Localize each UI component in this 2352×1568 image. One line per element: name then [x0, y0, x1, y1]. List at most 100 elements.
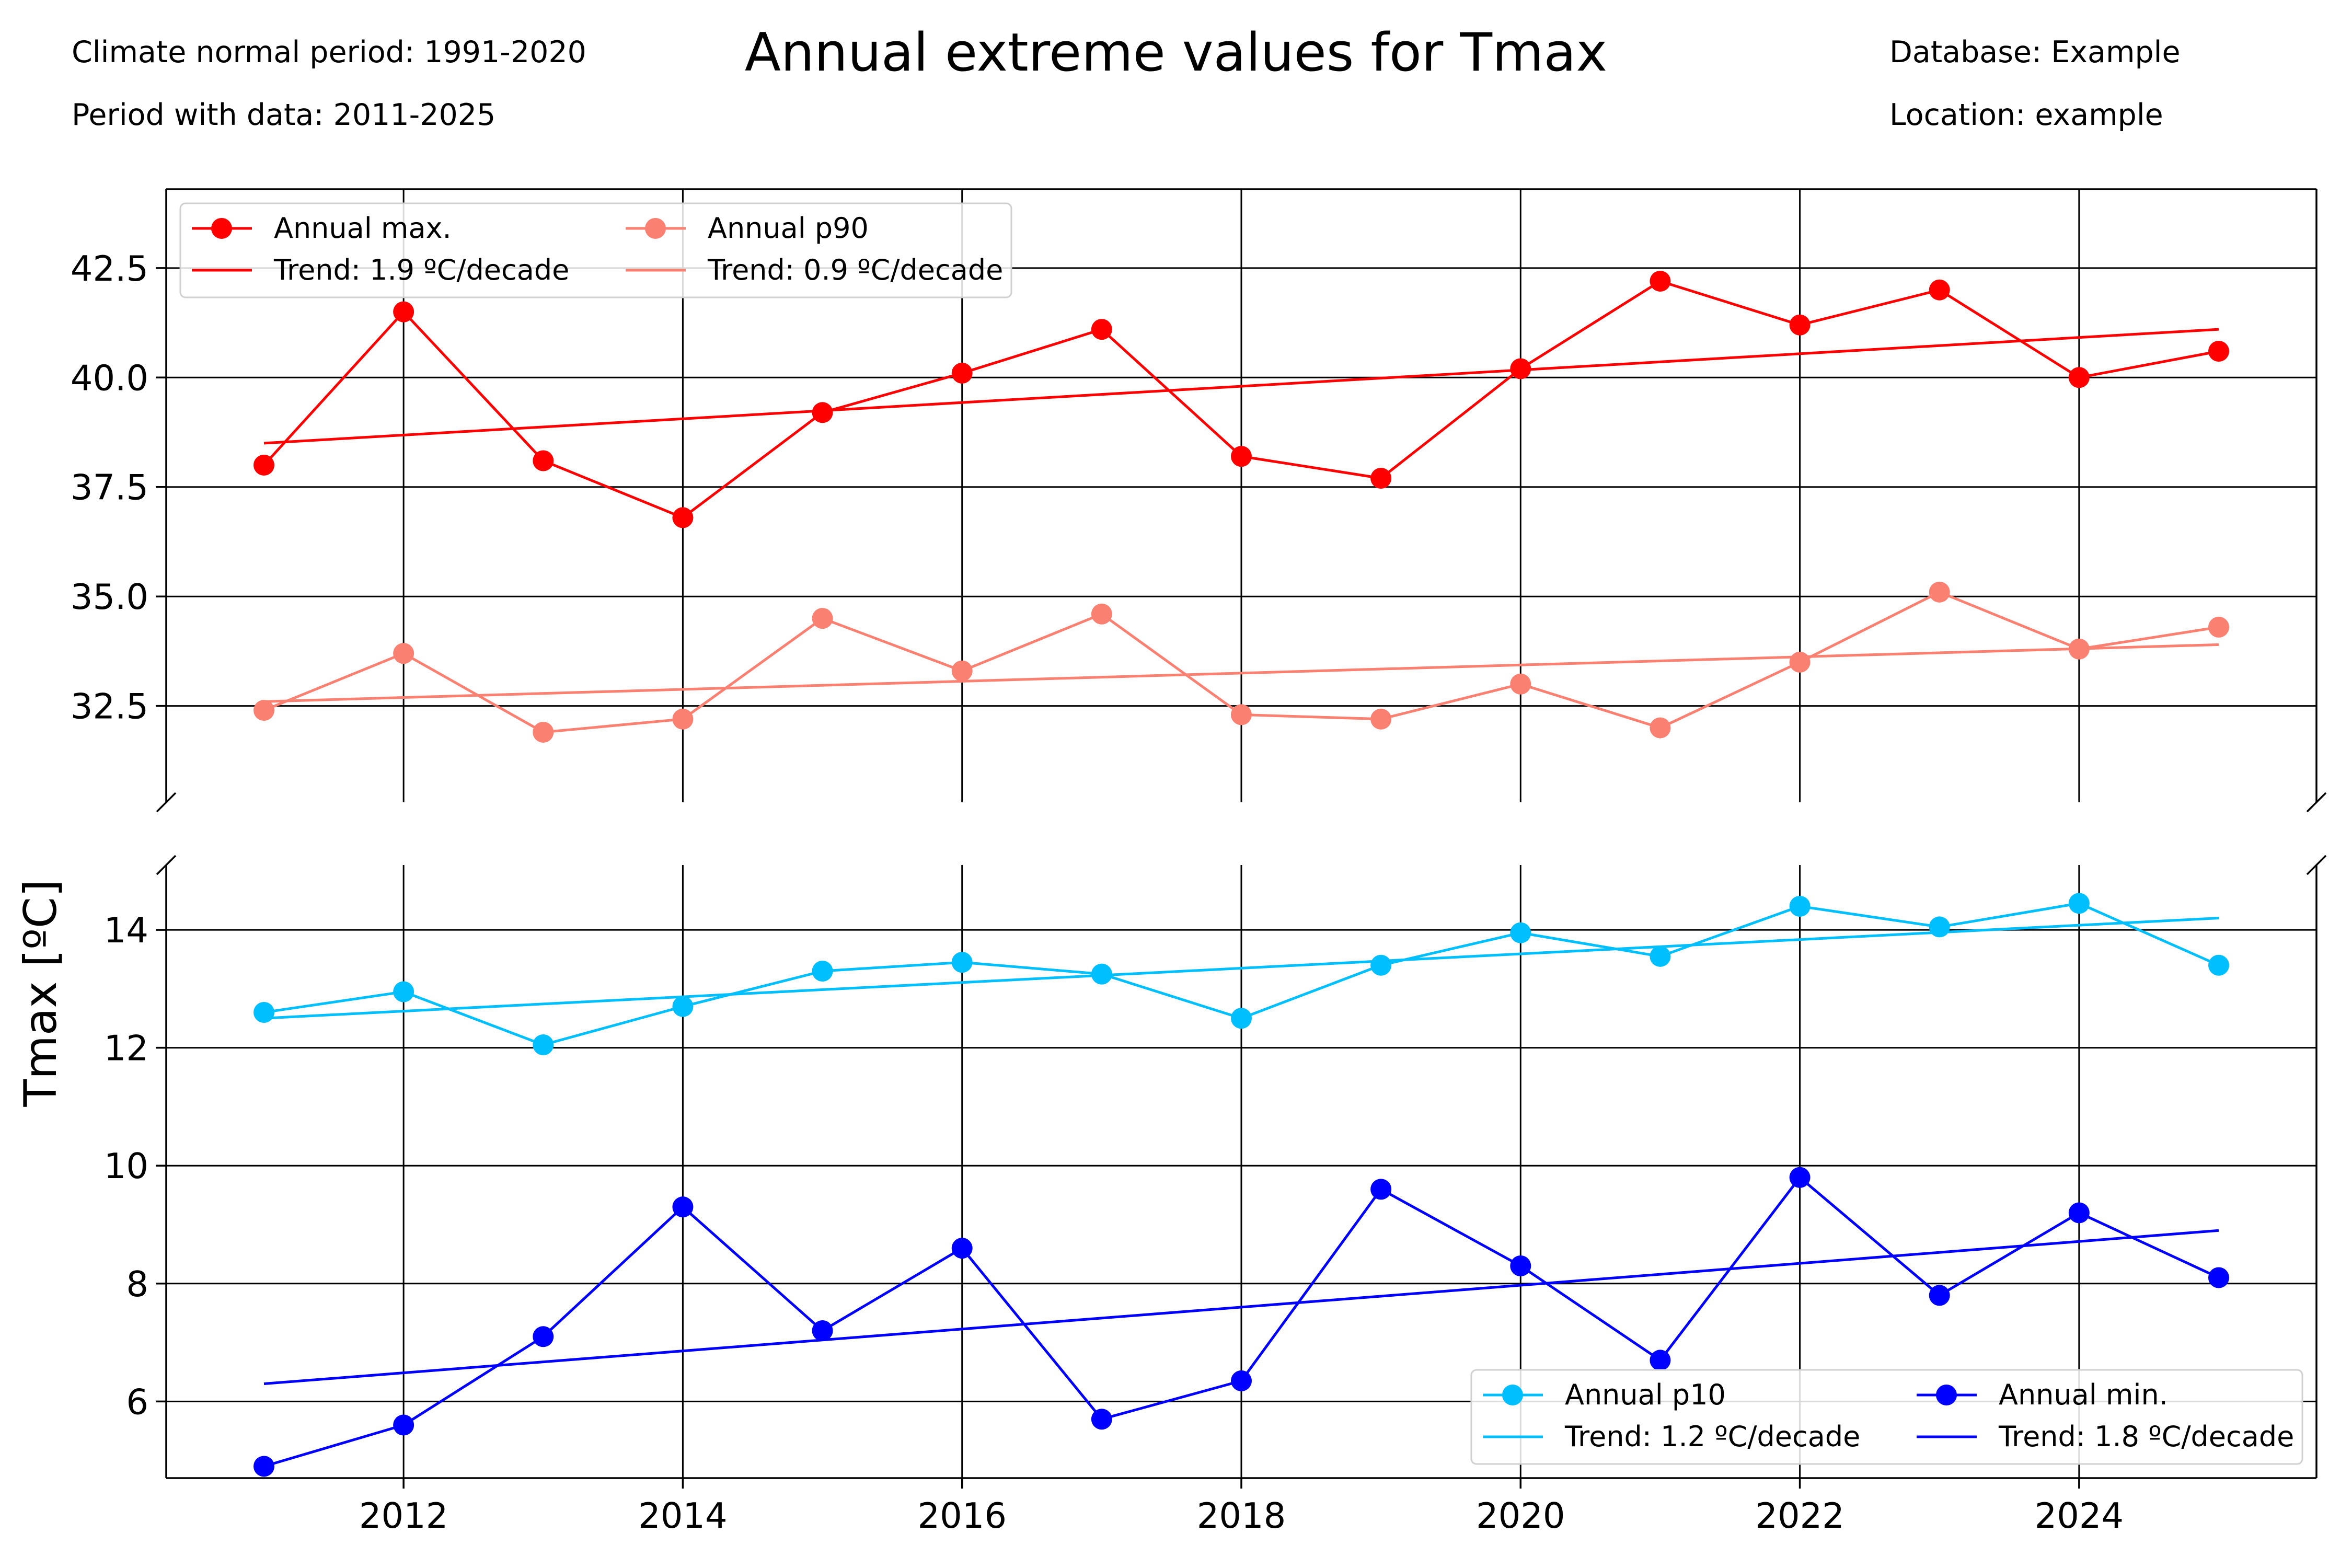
- database-label: Database: Example: [1889, 35, 2181, 70]
- data-point: [812, 1320, 833, 1342]
- series-annual-p90: [253, 581, 2229, 743]
- data-point: [2068, 1202, 2090, 1224]
- data-point: [1929, 279, 1950, 301]
- series-trend-0-9-c-decade: [263, 643, 2219, 703]
- y-tick-label: 40.0: [71, 358, 148, 398]
- y-tick-label: 12: [104, 1028, 148, 1069]
- data-point: [1650, 270, 1671, 292]
- data-point: [393, 643, 414, 664]
- legend-label: Trend: 0.9 ºC/decade: [707, 253, 1003, 286]
- legend-label: Trend: 1.9 ºC/decade: [273, 253, 569, 286]
- legend-label: Annual p90: [708, 212, 869, 245]
- y-tick-label: 8: [126, 1264, 148, 1305]
- data-point: [1789, 314, 1811, 336]
- data-point: [253, 1001, 274, 1023]
- data-point: [1231, 704, 1252, 725]
- axis-break-mark: [156, 855, 177, 875]
- legend-frame: [1470, 1369, 2303, 1465]
- data-point: [2208, 1267, 2229, 1288]
- data-point: [2208, 341, 2229, 362]
- y-tick-label: 10: [104, 1146, 148, 1186]
- x-tick-label: 2012: [359, 1495, 448, 1536]
- legend-item: Annual max.: [192, 212, 452, 245]
- data-point: [253, 454, 274, 476]
- data-point: [533, 450, 554, 471]
- data-point: [1510, 922, 1531, 943]
- trend-line: [263, 1229, 2219, 1386]
- trend-line: [263, 917, 2219, 1020]
- series-trend-1-2-c-decade: [263, 917, 2219, 1020]
- data-point: [1929, 1285, 1950, 1306]
- data-point: [672, 1196, 694, 1218]
- data-point: [1231, 446, 1252, 467]
- legend-marker-swatch: [211, 218, 232, 239]
- series-annual-max: [253, 270, 2229, 528]
- data-point: [1929, 581, 1950, 603]
- legend-label: Annual p10: [1565, 1378, 1726, 1411]
- data-point: [812, 402, 833, 423]
- data-point: [672, 708, 694, 730]
- legend-label: Trend: 1.8 ºC/decade: [1998, 1420, 2294, 1453]
- data-point: [2208, 954, 2229, 976]
- data-point: [1091, 1409, 1112, 1430]
- data-point: [1091, 319, 1112, 340]
- legend-item: Annual p90: [626, 212, 869, 245]
- data-point: [951, 952, 973, 973]
- data-point: [393, 981, 414, 1002]
- legend: Annual p10 Trend: 1.2 ºC/decade Annual min…: [1470, 1369, 2303, 1465]
- axis-break-mark: [2306, 792, 2327, 813]
- legend-marker-swatch: [1502, 1385, 1523, 1405]
- legend-frame: [179, 202, 1012, 298]
- data-point: [393, 301, 414, 322]
- trend-line: [263, 328, 2219, 445]
- y-tick-label: 37.5: [71, 467, 148, 508]
- data-point: [1091, 603, 1112, 625]
- data-point: [1231, 1008, 1252, 1029]
- data-point: [951, 1238, 973, 1259]
- data-point: [951, 362, 973, 384]
- data-point: [2068, 893, 2090, 914]
- legend-item: Annual p10: [1483, 1378, 1726, 1411]
- legend-item: Trend: 1.9 ºC/decade: [192, 253, 569, 286]
- series-trend-1-9-c-decade: [263, 328, 2219, 445]
- y-tick-label: 35.0: [71, 577, 148, 617]
- panel-2: 6 8 10 12 14 2012 2014 2016 2018 2020 2022 2024 Annu…: [104, 855, 2327, 1536]
- x-tick-label: 2016: [917, 1495, 1007, 1536]
- y-tick-label: 6: [126, 1381, 148, 1422]
- legend-label: Trend: 1.2 ºC/decade: [1564, 1420, 1860, 1453]
- panel-1: 32.5 35.0 37.5 40.0 42.5 Annual max. Trend: 1.…: [71, 188, 2327, 813]
- data-point: [1510, 1255, 1531, 1276]
- y-tick-label: 42.5: [71, 248, 148, 289]
- data-point: [1370, 1179, 1392, 1200]
- location-label: Location: example: [1889, 98, 2163, 132]
- data-point: [2068, 367, 2090, 388]
- data-point: [253, 1456, 274, 1477]
- data-point: [533, 1326, 554, 1347]
- y-tick-label: 32.5: [71, 686, 148, 727]
- data-point: [1370, 954, 1392, 976]
- data-point: [1370, 708, 1392, 730]
- data-point: [812, 608, 833, 629]
- data-point: [2208, 616, 2229, 638]
- data-point: [672, 507, 694, 528]
- data-point: [1789, 651, 1811, 673]
- data-point: [1789, 895, 1811, 917]
- legend-item: Trend: 0.9 ºC/decade: [626, 253, 1003, 286]
- trend-line: [263, 643, 2219, 703]
- legend-item: Trend: 1.2 ºC/decade: [1483, 1420, 1860, 1453]
- x-tick-label: 2014: [638, 1495, 728, 1536]
- data-point: [1510, 673, 1531, 695]
- x-tick-label: 2018: [1197, 1495, 1286, 1536]
- data-point: [1370, 467, 1392, 489]
- data-point: [1929, 916, 1950, 938]
- legend-label: Annual max.: [274, 212, 452, 245]
- data-point: [812, 961, 833, 982]
- data-point: [253, 700, 274, 721]
- axis-break-mark: [156, 792, 177, 813]
- x-tick-label: 2024: [2035, 1495, 2124, 1536]
- data-point: [533, 1034, 554, 1056]
- y-tick-label: 14: [104, 910, 148, 951]
- chart-title: Annual extreme values for Tmax: [744, 21, 1608, 83]
- y-axis-label-text: Tmax [ºC]: [15, 879, 67, 1107]
